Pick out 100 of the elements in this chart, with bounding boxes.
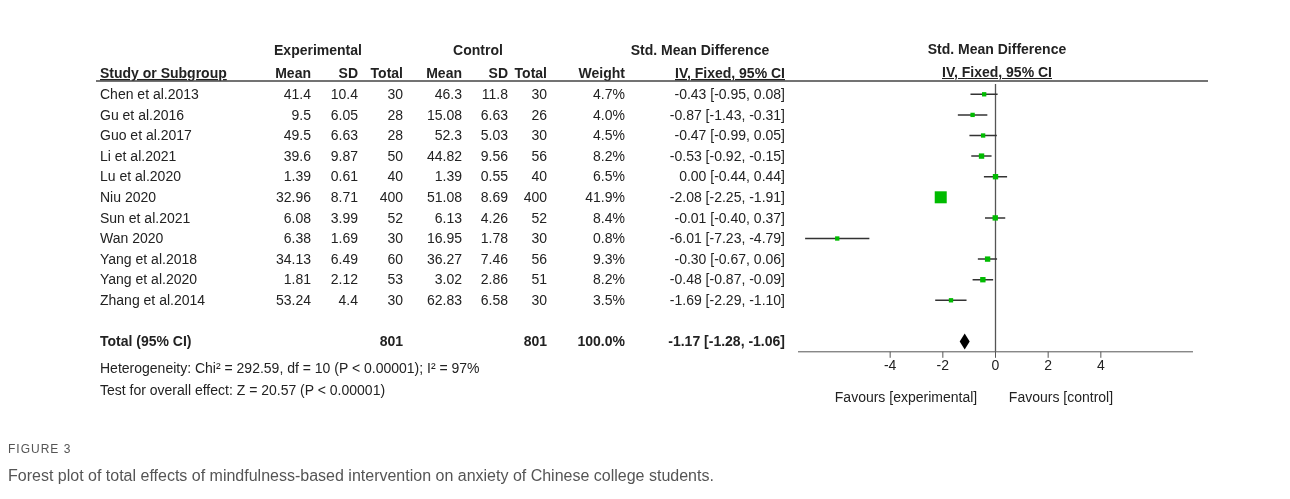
data-label: 40 (387, 168, 404, 185)
text: Mean (426, 65, 462, 81)
data-label: 30 (387, 230, 404, 247)
data-label: 30 (531, 230, 548, 247)
category-label: Yang et al.2020 (100, 271, 198, 288)
point (980, 276, 986, 283)
data-label: 801 (523, 333, 548, 350)
point (984, 256, 991, 262)
data-label: 8.2% (593, 147, 625, 164)
data-label: 52 (531, 209, 548, 226)
data-label: 49.5 (283, 127, 312, 144)
data-label: 100.0% (577, 333, 626, 350)
data-label: 1.69 (330, 230, 359, 247)
category-label: Guo et al.2017 (100, 127, 193, 144)
data-label: 6.08 (283, 209, 312, 226)
point (992, 214, 998, 221)
point (980, 133, 986, 138)
data-label: 8.69 (480, 189, 509, 205)
data-label: 51.08 (426, 189, 463, 205)
data-label: 8.71 (330, 189, 359, 205)
chart-title: Std. Mean Difference (926, 41, 1068, 57)
text: SD (338, 65, 358, 81)
data-label: 1.81 (283, 271, 312, 288)
text: Forest plot of total effects of mindfulness-based intervention on anxiety of Chinese college students. (8, 467, 714, 485)
data-label: -0.43 [-0.95, 0.08] (674, 86, 785, 102)
data-label: 30 (531, 292, 548, 308)
data-label: 3.5% (593, 292, 625, 308)
data-label: 56 (531, 147, 548, 164)
x-tick-label: -2 (936, 356, 950, 373)
text: Favours [experimental] (833, 389, 979, 405)
data-label: 52 (387, 209, 404, 226)
data-label: 2.12 (330, 271, 359, 288)
text: Test for overall effect: Z = 20.57 (P < 0.00001) (100, 382, 386, 398)
data-label: -0.87 [-1.43, -0.31] (669, 106, 785, 123)
data-label: 9.56 (480, 147, 509, 164)
category-label: Li et al.2021 (100, 147, 177, 164)
data-label: 9.87 (330, 147, 359, 164)
data-label: 30 (387, 86, 404, 102)
data-label: 3.02 (434, 271, 463, 288)
category-label: Niu 2020 (100, 189, 157, 205)
data-label: -6.01 [-7.23, -4.79] (669, 230, 785, 247)
data-label: 39.6 (283, 147, 312, 164)
caption: FIGURE 3 (8, 442, 72, 456)
data-label: 6.5% (593, 168, 625, 185)
category-label: Total (95% CI) (100, 333, 192, 350)
category-label: Chen et al.2013 (100, 86, 200, 102)
data-label: 16.95 (426, 230, 463, 247)
data-label: 0.00 [-0.44, 0.44] (679, 168, 785, 185)
data-label: -0.53 [-0.92, -0.15] (669, 147, 785, 164)
category-label: Sun et al.2021 (100, 209, 191, 226)
data-label: -0.01 [-0.40, 0.37] (674, 209, 785, 226)
category-label: Lu et al.2020 (100, 168, 182, 185)
data-label: 8.2% (593, 271, 625, 288)
data-label: -1.17 [-1.28, -1.06] (668, 333, 785, 350)
data-label: 51 (531, 271, 548, 288)
data-label: -0.47 [-0.99, 0.05] (674, 127, 785, 144)
data-label: 30 (531, 86, 548, 102)
data-label: 28 (387, 127, 404, 144)
data-label: 36.27 (426, 250, 463, 267)
data-label: 4.7% (593, 86, 625, 102)
data-label: 2.86 (480, 271, 509, 288)
data-label: 0.8% (593, 230, 625, 247)
data-label: 6.05 (330, 106, 359, 123)
data-label: 15.08 (426, 106, 463, 123)
data-label: 30 (531, 127, 548, 144)
data-label: 6.49 (330, 250, 359, 267)
text: Std. Mean Difference (630, 42, 770, 58)
data-label: 6.13 (434, 209, 463, 226)
point (835, 236, 840, 241)
data-label: 1.39 (434, 168, 463, 185)
data-label: 11.8 (481, 86, 509, 102)
point (978, 153, 985, 159)
data-label: 41.9% (585, 189, 625, 205)
data-label: 10.4 (330, 86, 359, 102)
data-label: 801 (379, 333, 404, 350)
data-label: 26 (531, 106, 548, 123)
data-label: 400 (523, 189, 548, 205)
text: Total (514, 65, 547, 81)
data-label: 60 (387, 250, 404, 267)
x-tick-label: -4 (883, 356, 897, 373)
x-tick-label: 0 (991, 356, 1000, 373)
text: Favours [control] (1007, 389, 1115, 405)
data-label: 52.3 (434, 127, 463, 144)
text: Mean (275, 65, 311, 81)
data-label: 56 (531, 250, 548, 267)
data-label: 50 (387, 147, 404, 164)
data-label: 7.46 (480, 250, 509, 267)
text: Experimental (274, 42, 362, 58)
data-label: 1.39 (283, 168, 312, 185)
data-label: 8.4% (593, 209, 625, 226)
text: Total (370, 65, 403, 81)
data-label: 30 (387, 292, 404, 308)
data-label: 3.99 (330, 209, 359, 226)
text: IV, Fixed, 95% CI (675, 65, 785, 81)
data-label: 6.38 (283, 230, 312, 247)
text: Heterogeneity: Chi² = 292.59, df = 10 (P < 0.00001); I² = 97% (100, 360, 480, 376)
text: Weight (578, 65, 626, 81)
text: SD (488, 65, 508, 81)
point (970, 112, 975, 117)
data-label: 32.96 (275, 189, 312, 205)
